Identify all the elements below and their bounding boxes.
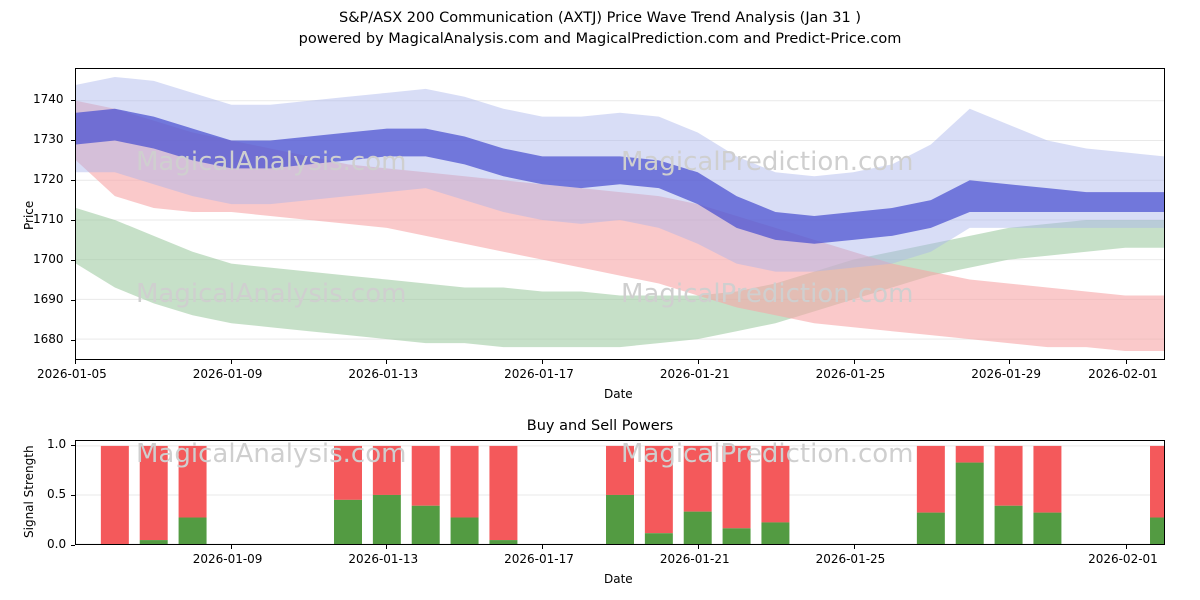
buy-power-bar [489,540,518,544]
price-x-tickmark [542,360,544,364]
signal-y-tick-label: 0.0 [47,537,67,551]
red-resistance-band [76,100,1164,352]
price-y-tickmark [71,340,75,341]
price-x-tickmark [1126,360,1128,364]
price-x-axis-label: Date [604,387,633,401]
buy-power-bar [683,511,712,544]
signal-y-tickmark [71,445,75,446]
sell-power-bar [100,445,129,544]
buy-power-bar [994,505,1023,544]
price-x-tickmark [386,360,388,364]
sell-power-bar [1033,445,1062,513]
price-y-tick-label: 1680 [33,332,64,346]
buy-power-bar [178,517,207,544]
signal-x-axis-label: Date [604,572,633,586]
blue-wave-core-band [76,108,1164,244]
sell-power-bar [450,445,479,518]
price-chart-panel: MagicalAnalysis.com MagicalPrediction.co… [75,68,1165,360]
chart-title: S&P/ASX 200 Communication (AXTJ) Price W… [338,10,861,26]
sell-power-bar [1150,445,1164,518]
sell-power-bar [916,445,945,513]
sell-power-bar [372,445,401,495]
sell-power-bar [178,445,207,518]
signal-x-tickmark [697,545,699,549]
signal-x-tickmark [853,545,855,549]
price-y-tick-label: 1700 [33,252,64,266]
signal-x-tick-label: 2026-01-21 [659,552,730,566]
chart-subtitle: powered by MagicalAnalysis.com and Magic… [298,31,902,47]
price-y-tick-label: 1710 [33,212,64,226]
price-x-tick-label: 2026-01-25 [815,367,886,381]
price-y-tickmark [71,140,75,141]
signal-x-tick-label: 2026-02-01 [1088,552,1158,566]
price-chart-svg [76,76,1164,352]
chart-title-block: S&P/ASX 200 Communication (AXTJ) Price W… [0,8,1200,50]
sell-power-bar [489,445,518,541]
signal-y-tickmark [71,495,75,496]
sell-power-bar [411,445,440,506]
price-x-tick-label: 2026-01-21 [659,367,730,381]
price-x-tickmark [75,360,76,364]
price-x-tick-label: 2026-02-01 [1088,367,1158,381]
buy-power-bar [411,505,440,544]
price-y-tickmark [71,260,75,261]
sell-power-bar [994,445,1023,506]
buy-power-bar [1150,517,1164,544]
sell-power-bar [644,445,673,534]
buy-power-bar [761,522,790,544]
buy-power-bar [606,494,634,544]
buy-power-bar [955,462,984,544]
price-y-tick-label: 1720 [33,172,64,186]
signal-x-tickmark [230,545,232,549]
buy-power-bar [372,494,401,544]
signal-x-tick-label: 2026-01-17 [504,552,574,566]
buy-power-bar [644,533,673,544]
sell-power-bar [683,445,712,512]
signal-x-tickmark [542,545,544,549]
signal-y-tick-label: 0.5 [47,487,67,501]
price-x-tickmark [697,360,699,364]
signal-y-axis-label: Signal Strength [22,444,36,538]
price-x-tickmark [230,360,232,364]
price-y-tick-label: 1730 [33,132,64,146]
price-y-tickmark [71,300,75,301]
price-y-tickmark [71,180,75,181]
signal-chart-svg [76,445,1164,544]
signal-y-tick-label: 1.0 [47,437,67,451]
price-x-tickmark [1009,360,1011,364]
price-x-tickmark [853,360,855,364]
signal-chart-title: Buy and Sell Powers [526,418,674,434]
buy-power-bar [1033,512,1062,544]
price-y-tick-label: 1690 [33,292,64,306]
signal-x-tick-label: 2026-01-09 [192,552,263,566]
buy-power-bar [334,499,362,544]
buy-power-bar [916,512,945,544]
price-x-tick-label: 2026-01-13 [348,367,419,381]
signal-chart-panel: MagicalAnalysis.com MagicalPrediction.co… [75,440,1165,545]
price-x-tick-label: 2026-01-29 [971,367,1042,381]
signal-x-tick-label: 2026-01-13 [348,552,419,566]
sell-power-bar [955,445,984,463]
buy-power-bar [450,517,479,544]
sell-power-bar [606,445,634,495]
sell-power-bar [139,445,168,541]
green-support-band [76,208,1164,348]
sell-power-bar [722,445,751,529]
buy-power-bar [139,540,168,544]
price-y-tickmark [71,220,75,221]
signal-x-tickmark [1126,545,1128,549]
price-x-tick-label: 2026-01-09 [192,367,263,381]
sell-power-bar [761,445,790,523]
signal-y-tickmark [71,545,75,546]
price-x-tick-label: 2026-01-05 [37,367,107,381]
buy-power-bar [722,528,751,544]
price-y-axis-label: Price [22,200,36,230]
price-y-tick-label: 1740 [33,92,64,106]
signal-x-tickmark [386,545,388,549]
price-y-tickmark [71,100,75,101]
sell-power-bar [334,445,362,500]
price-x-tick-label: 2026-01-17 [504,367,574,381]
signal-x-tick-label: 2026-01-25 [815,552,886,566]
